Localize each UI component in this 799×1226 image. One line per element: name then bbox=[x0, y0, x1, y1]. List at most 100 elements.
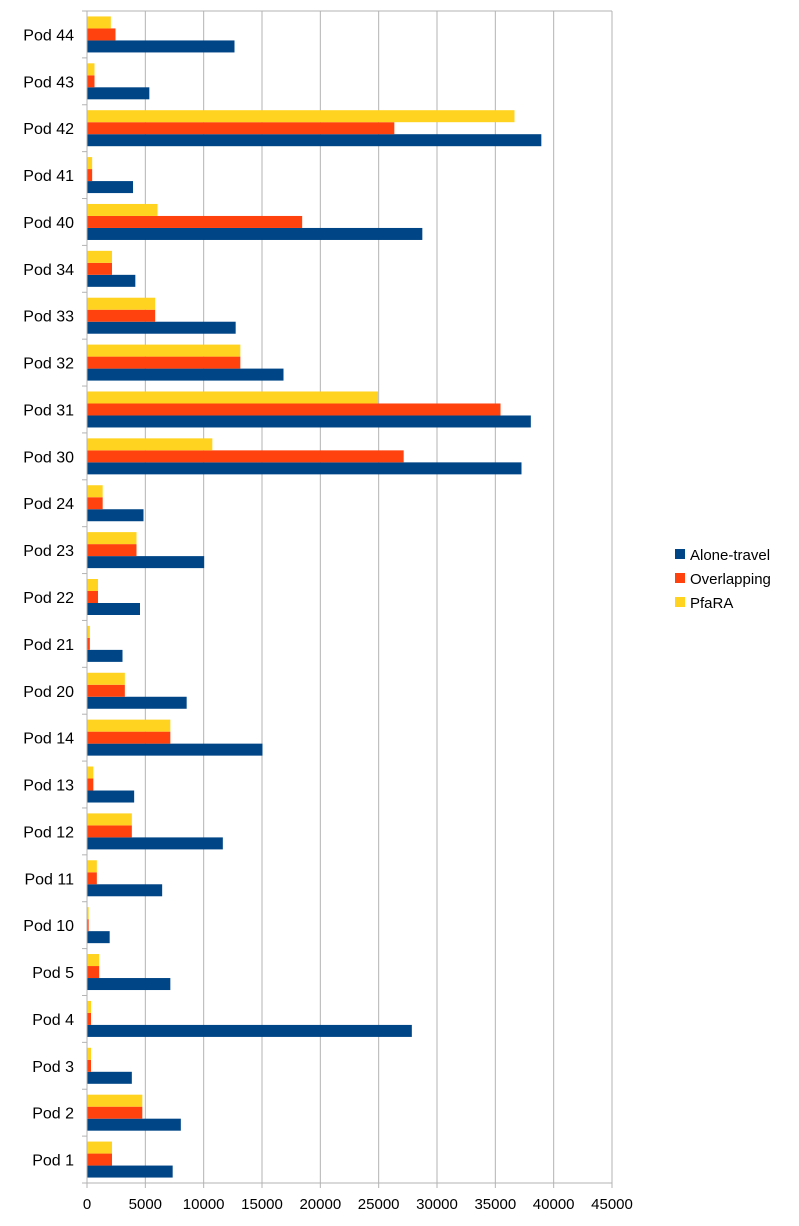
gridlines bbox=[87, 10, 613, 1183]
bar-overlapping-pod-32 bbox=[87, 356, 241, 369]
bar-pfara-pod-34 bbox=[87, 250, 112, 263]
bar-overlapping-pod-33 bbox=[87, 309, 156, 322]
legend-swatch-overlapping bbox=[675, 573, 685, 583]
x-tick-label-35000: 35000 bbox=[474, 1196, 516, 1213]
bar-pfara-pod-11 bbox=[87, 860, 97, 873]
category-label-pod-32: Pod 32 bbox=[23, 356, 74, 373]
bar-overlapping-pod-34 bbox=[87, 262, 112, 275]
bar-pfara-pod-4 bbox=[87, 1000, 91, 1013]
bar-alone-travel-pod-2 bbox=[87, 1118, 181, 1131]
bar-alone-travel-pod-24 bbox=[87, 509, 144, 522]
bar-pfara-pod-5 bbox=[87, 954, 100, 967]
bar-alone-travel-pod-10 bbox=[87, 931, 110, 944]
legend: Alone-travel Overlapping PfaRA bbox=[675, 547, 771, 612]
bar-pfara-pod-32 bbox=[87, 344, 241, 357]
bars bbox=[87, 16, 542, 1178]
bar-pfara-pod-33 bbox=[87, 297, 156, 310]
bar-alone-travel-pod-14 bbox=[87, 743, 263, 756]
bar-overlapping-pod-41 bbox=[87, 169, 93, 182]
bar-pfara-pod-22 bbox=[87, 579, 98, 591]
category-label-pod-30: Pod 30 bbox=[23, 449, 74, 466]
bar-alone-travel-pod-12 bbox=[87, 837, 223, 850]
bar-overlapping-pod-20 bbox=[87, 684, 125, 697]
category-label-pod-41: Pod 41 bbox=[23, 168, 74, 185]
bar-pfara-pod-3 bbox=[87, 1047, 91, 1060]
bar-alone-travel-pod-43 bbox=[87, 87, 150, 100]
bar-overlapping-pod-43 bbox=[87, 75, 95, 88]
bar-overlapping-pod-24 bbox=[87, 497, 103, 510]
bar-pfara-pod-13 bbox=[87, 766, 94, 779]
bar-pfara-pod-31 bbox=[87, 391, 378, 404]
bar-pfara-pod-2 bbox=[87, 1094, 143, 1107]
bar-pfara-pod-30 bbox=[87, 438, 213, 451]
x-tick-label-20000: 20000 bbox=[299, 1196, 341, 1213]
bar-pfara-pod-43 bbox=[87, 63, 95, 76]
bar-pfara-pod-20 bbox=[87, 672, 125, 685]
x-tick-label-40000: 40000 bbox=[533, 1196, 575, 1213]
bar-overlapping-pod-11 bbox=[87, 872, 97, 885]
bar-overlapping-pod-23 bbox=[87, 544, 137, 557]
bar-alone-travel-pod-23 bbox=[87, 556, 205, 569]
bar-alone-travel-pod-4 bbox=[87, 1024, 412, 1037]
category-label-pod-10: Pod 10 bbox=[23, 918, 74, 935]
bar-pfara-pod-21 bbox=[87, 625, 90, 638]
axes bbox=[82, 10, 613, 1188]
x-tick-label-25000: 25000 bbox=[358, 1196, 400, 1213]
bar-overlapping-pod-3 bbox=[87, 1059, 91, 1072]
bar-pfara-pod-14 bbox=[87, 719, 171, 732]
bar-overlapping-pod-14 bbox=[87, 731, 171, 744]
category-label-pod-22: Pod 22 bbox=[23, 590, 74, 607]
category-label-pod-12: Pod 12 bbox=[23, 824, 74, 841]
category-label-pod-11: Pod 11 bbox=[24, 871, 74, 888]
legend-swatch-alone-travel bbox=[675, 549, 685, 559]
bar-alone-travel-pod-31 bbox=[87, 415, 531, 428]
bar-overlapping-pod-31 bbox=[87, 403, 501, 416]
bar-overlapping-pod-44 bbox=[87, 28, 116, 41]
bar-overlapping-pod-1 bbox=[87, 1153, 112, 1166]
category-label-pod-42: Pod 42 bbox=[23, 121, 74, 138]
category-label-pod-23: Pod 23 bbox=[23, 543, 74, 560]
bar-overlapping-pod-5 bbox=[87, 966, 100, 979]
category-label-pod-13: Pod 13 bbox=[23, 778, 74, 795]
bar-pfara-pod-40 bbox=[87, 203, 158, 216]
category-label-pod-4: Pod 4 bbox=[32, 1012, 74, 1029]
bar-alone-travel-pod-40 bbox=[87, 227, 423, 240]
bar-pfara-pod-10 bbox=[87, 907, 89, 920]
bar-alone-travel-pod-44 bbox=[87, 40, 235, 53]
category-label-pod-3: Pod 3 bbox=[32, 1059, 74, 1076]
x-tick-label-5000: 5000 bbox=[129, 1196, 162, 1213]
bar-alone-travel-pod-13 bbox=[87, 790, 135, 803]
bar-alone-travel-pod-11 bbox=[87, 884, 163, 897]
bar-pfara-pod-23 bbox=[87, 532, 137, 545]
category-label-pod-1: Pod 1 bbox=[32, 1153, 74, 1170]
bar-pfara-pod-44 bbox=[87, 16, 111, 29]
bar-alone-travel-pod-22 bbox=[87, 603, 140, 615]
category-labels: Pod 1 Pod 2 Pod 3 Pod 4 Pod 5 Pod 10 Pod 11 Pod… bbox=[23, 27, 74, 1169]
bar-alone-travel-pod-34 bbox=[87, 274, 136, 287]
legend-label-alone-travel: Alone-travel bbox=[690, 547, 770, 564]
category-label-pod-20: Pod 20 bbox=[23, 684, 74, 701]
bar-alone-travel-pod-1 bbox=[87, 1165, 173, 1178]
bar-pfara-pod-24 bbox=[87, 485, 103, 498]
x-tick-label-45000: 45000 bbox=[591, 1196, 633, 1213]
category-label-pod-31: Pod 31 bbox=[23, 402, 74, 419]
legend-label-pfara: PfaRA bbox=[690, 595, 733, 612]
category-label-pod-43: Pod 43 bbox=[23, 74, 74, 91]
bar-overlapping-pod-13 bbox=[87, 778, 94, 791]
x-tick-label-30000: 30000 bbox=[416, 1196, 458, 1213]
bar-pfara-pod-12 bbox=[87, 813, 132, 826]
bar-alone-travel-pod-42 bbox=[87, 134, 542, 147]
x-tick-label-10000: 10000 bbox=[183, 1196, 225, 1213]
bar-pfara-pod-41 bbox=[87, 157, 93, 170]
bar-overlapping-pod-42 bbox=[87, 122, 395, 135]
bar-pfara-pod-42 bbox=[87, 110, 515, 123]
bar-alone-travel-pod-21 bbox=[87, 649, 123, 662]
bar-alone-travel-pod-41 bbox=[87, 181, 133, 194]
legend-label-overlapping: Overlapping bbox=[690, 571, 771, 588]
category-label-pod-14: Pod 14 bbox=[23, 731, 74, 748]
category-label-pod-21: Pod 21 bbox=[23, 637, 74, 654]
bar-alone-travel-pod-32 bbox=[87, 368, 284, 381]
bar-overlapping-pod-2 bbox=[87, 1106, 143, 1119]
